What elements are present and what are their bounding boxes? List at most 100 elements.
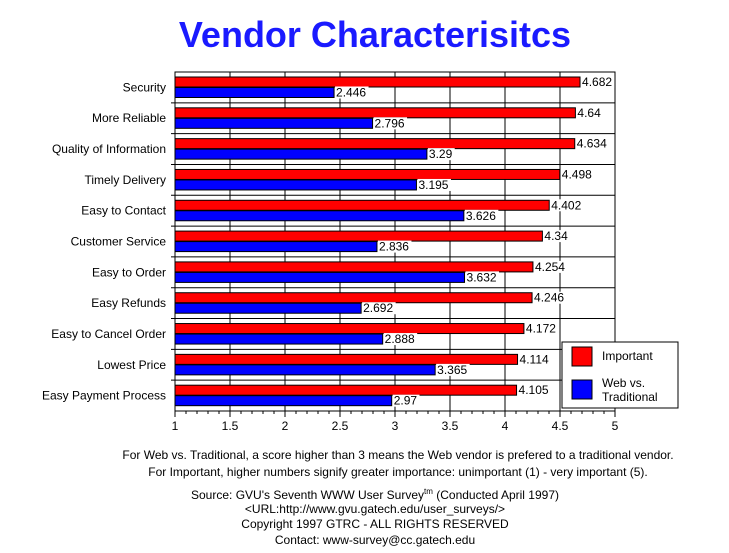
- source-conducted: (Conducted April 1997): [433, 488, 559, 502]
- data-label-bg: [392, 394, 420, 407]
- bar-web-vs-traditional: [174, 148, 428, 160]
- bar-web-vs-traditional: [174, 179, 417, 191]
- bar-web-vs-traditional: [174, 210, 465, 222]
- chart-title: Vendor Characterisitcs: [179, 14, 571, 55]
- x-tick-label: 4: [502, 419, 509, 433]
- source-url: <URL:http://www.gvu.gatech.edu/user_surv…: [245, 502, 505, 516]
- data-label: 4.634: [577, 137, 607, 151]
- legend-label-important: Important: [602, 349, 653, 363]
- legend-swatch-web: [571, 379, 593, 400]
- bar-important: [174, 230, 543, 242]
- data-label-bg: [362, 302, 396, 315]
- category-label: More Reliable: [92, 111, 166, 125]
- data-label-bg: [560, 168, 595, 181]
- bars: 4.682 2.446 4.64 2.796 4.634 3.29 4.498 3.195 4.…: [174, 75, 615, 408]
- x-tick-label: 2.5: [332, 419, 349, 433]
- source-line: Source: GVU's Seventh WWW User Surveytm …: [191, 487, 559, 502]
- x-tick-label: 1: [172, 419, 179, 433]
- data-label-bg: [383, 333, 418, 346]
- data-label-bg: [524, 322, 559, 335]
- category-label: Quality of Information: [52, 142, 166, 156]
- data-label: 2.692: [363, 301, 393, 315]
- bar-important: [174, 138, 576, 150]
- copyright: Copyright 1997 GTRC - ALL RIGHTS RESERVE…: [241, 517, 509, 531]
- bar-web-vs-traditional: [174, 87, 335, 98]
- data-label-bg: [575, 137, 610, 150]
- legend-swatch-important: [571, 346, 593, 367]
- data-label: 4.114: [520, 352, 549, 366]
- data-label-bg: [517, 384, 552, 397]
- source-tm: tm: [424, 487, 433, 496]
- data-label: 2.888: [385, 332, 415, 346]
- data-label-bg: [550, 199, 584, 212]
- data-label: 2.796: [375, 116, 405, 130]
- data-label: 2.97: [394, 394, 418, 408]
- data-label: 4.64: [577, 106, 601, 120]
- category-label: Easy to Order: [92, 265, 166, 279]
- legend-label-web-1: Web vs.: [602, 376, 645, 390]
- category-label: Easy to Contact: [81, 204, 166, 218]
- x-tick-label: 5: [612, 419, 619, 433]
- category-label: Security: [123, 80, 166, 94]
- legend-label-web-2: Traditional: [602, 390, 658, 404]
- data-label: 2.836: [379, 240, 409, 254]
- data-label: 4.254: [535, 260, 565, 274]
- data-label-bg: [533, 291, 567, 304]
- contact: Contact: www-survey@cc.gatech.edu: [275, 533, 475, 547]
- note-web: For Web vs. Traditional, a score higher …: [122, 448, 673, 462]
- x-axis: 1 1.5 2 2.5 3 3.5 4 4.5 5 Security More Reliable Qu…: [42, 80, 619, 433]
- category-label: Timely Delivery: [84, 173, 166, 187]
- category-label: Easy Payment Process: [42, 389, 166, 403]
- data-label-bg: [427, 148, 455, 161]
- x-tick-label: 2: [282, 419, 289, 433]
- bar-web-vs-traditional: [174, 364, 436, 376]
- category-label: Easy Refunds: [91, 296, 166, 310]
- data-label: 4.682: [582, 75, 612, 89]
- category-label: Easy to Cancel Order: [51, 327, 166, 341]
- data-label-bg: [533, 260, 568, 273]
- data-label: 4.402: [551, 198, 581, 212]
- data-label: 4.34: [544, 229, 568, 243]
- data-label-bg: [335, 86, 369, 99]
- data-label-bg: [436, 363, 470, 376]
- data-label-bg: [377, 240, 412, 253]
- category-label: Lowest Price: [97, 358, 166, 372]
- data-label: 4.105: [519, 383, 549, 397]
- category-label: Customer Service: [71, 235, 167, 249]
- bar-important: [174, 292, 533, 304]
- data-label: 3.632: [467, 270, 497, 284]
- data-label: 2.446: [336, 86, 366, 100]
- data-label-bg: [417, 178, 451, 191]
- source-text: Source: GVU's Seventh WWW User Survey: [191, 488, 424, 502]
- x-tick-label: 3: [392, 419, 399, 433]
- data-label-bg: [464, 209, 499, 222]
- bar-web-vs-traditional: [174, 241, 378, 253]
- data-label: 4.498: [562, 167, 592, 181]
- data-label-bg: [543, 230, 571, 243]
- note-important: For Important, higher numbers signify gr…: [148, 465, 648, 479]
- bar-web-vs-traditional: [174, 271, 466, 283]
- bar-web-vs-traditional: [174, 333, 384, 345]
- bar-web-vs-traditional: [174, 395, 393, 407]
- data-label-bg: [581, 76, 615, 88]
- bar-important: [174, 168, 561, 180]
- legend: Important Web vs. Traditional: [561, 341, 679, 409]
- bar-web-vs-traditional: [174, 302, 362, 314]
- data-label: 3.29: [429, 147, 453, 161]
- data-label: 4.246: [534, 291, 564, 305]
- data-label-bg: [576, 106, 604, 119]
- data-label-bg: [518, 353, 553, 366]
- data-label: 4.172: [526, 322, 556, 336]
- x-tick-label: 3.5: [442, 419, 459, 433]
- x-tick-label: 4.5: [552, 419, 569, 433]
- data-label-bg: [373, 117, 408, 130]
- data-label: 3.195: [418, 178, 448, 192]
- data-label: 3.365: [437, 363, 467, 377]
- data-label: 3.626: [466, 209, 496, 223]
- bar-web-vs-traditional: [174, 117, 374, 129]
- bar-important: [174, 384, 518, 396]
- bar-important: [174, 76, 581, 88]
- bar-important: [174, 323, 525, 335]
- data-label-bg: [465, 271, 500, 284]
